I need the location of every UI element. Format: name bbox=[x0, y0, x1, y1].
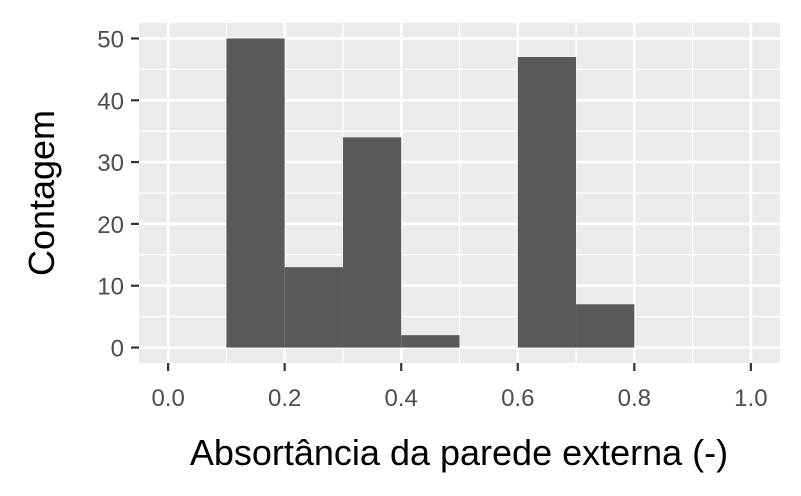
histogram-bar bbox=[517, 57, 577, 348]
histogram-bar bbox=[401, 335, 460, 348]
x-axis: 0.0 0.2 0.4 0.6 0.8 1.0 bbox=[151, 363, 768, 412]
histogram-bar bbox=[284, 267, 343, 348]
y-tick-label: 40 bbox=[97, 88, 124, 115]
y-tick-label: 0 bbox=[111, 336, 124, 363]
x-axis-title: Absortância da parede externa (-) bbox=[190, 432, 728, 473]
x-tick-label: 0.0 bbox=[151, 385, 184, 412]
y-tick-label: 20 bbox=[97, 212, 124, 239]
histogram-bars bbox=[226, 38, 635, 348]
x-tick-label: 0.8 bbox=[618, 385, 651, 412]
x-tick-label: 0.4 bbox=[385, 385, 418, 412]
y-axis: 0 10 20 30 40 50 bbox=[97, 26, 139, 363]
histogram-bar bbox=[576, 304, 635, 348]
histogram-bar bbox=[226, 38, 285, 348]
y-tick-label: 10 bbox=[97, 274, 124, 301]
y-tick-label: 50 bbox=[97, 26, 124, 53]
x-tick-label: 0.2 bbox=[268, 385, 301, 412]
histogram-bar bbox=[342, 137, 402, 348]
y-tick-label: 30 bbox=[97, 150, 124, 177]
y-axis-title: Contagem bbox=[21, 110, 62, 276]
x-tick-label: 1.0 bbox=[734, 385, 767, 412]
x-tick-label: 0.6 bbox=[501, 385, 534, 412]
